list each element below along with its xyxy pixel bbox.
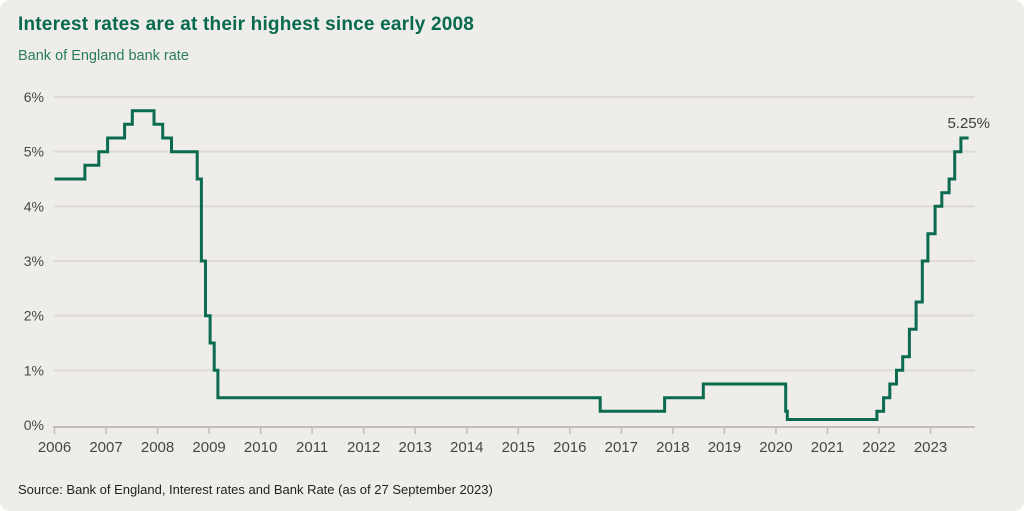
svg-text:5%: 5% [24, 144, 44, 160]
chart-title: Interest rates are at their highest sinc… [18, 14, 475, 35]
svg-text:4%: 4% [24, 198, 44, 214]
svg-text:0%: 0% [24, 417, 44, 433]
svg-text:2017: 2017 [605, 439, 638, 456]
latest-rate-annotation: 5.25% [947, 115, 990, 132]
svg-text:1%: 1% [24, 362, 44, 378]
svg-text:2022: 2022 [862, 439, 895, 456]
svg-text:2%: 2% [24, 308, 44, 324]
chart-subtitle: Bank of England bank rate [18, 48, 189, 64]
svg-text:2010: 2010 [244, 439, 277, 456]
svg-text:2015: 2015 [502, 439, 535, 456]
svg-text:2008: 2008 [141, 439, 174, 456]
svg-text:2014: 2014 [450, 439, 483, 456]
svg-text:3%: 3% [24, 253, 44, 269]
svg-text:2021: 2021 [811, 439, 844, 456]
svg-text:2007: 2007 [89, 439, 122, 456]
svg-text:6%: 6% [24, 89, 44, 105]
source-note: Source: Bank of England, Interest rates … [18, 482, 493, 497]
svg-text:2011: 2011 [296, 439, 328, 456]
svg-text:2013: 2013 [399, 439, 432, 456]
svg-text:2023: 2023 [914, 439, 947, 456]
svg-text:2018: 2018 [656, 439, 689, 456]
svg-text:2009: 2009 [192, 439, 225, 456]
svg-text:2016: 2016 [553, 439, 586, 456]
svg-text:2019: 2019 [708, 439, 741, 456]
svg-text:2020: 2020 [759, 439, 792, 456]
svg-text:2006: 2006 [38, 439, 71, 456]
svg-text:2012: 2012 [347, 439, 380, 456]
